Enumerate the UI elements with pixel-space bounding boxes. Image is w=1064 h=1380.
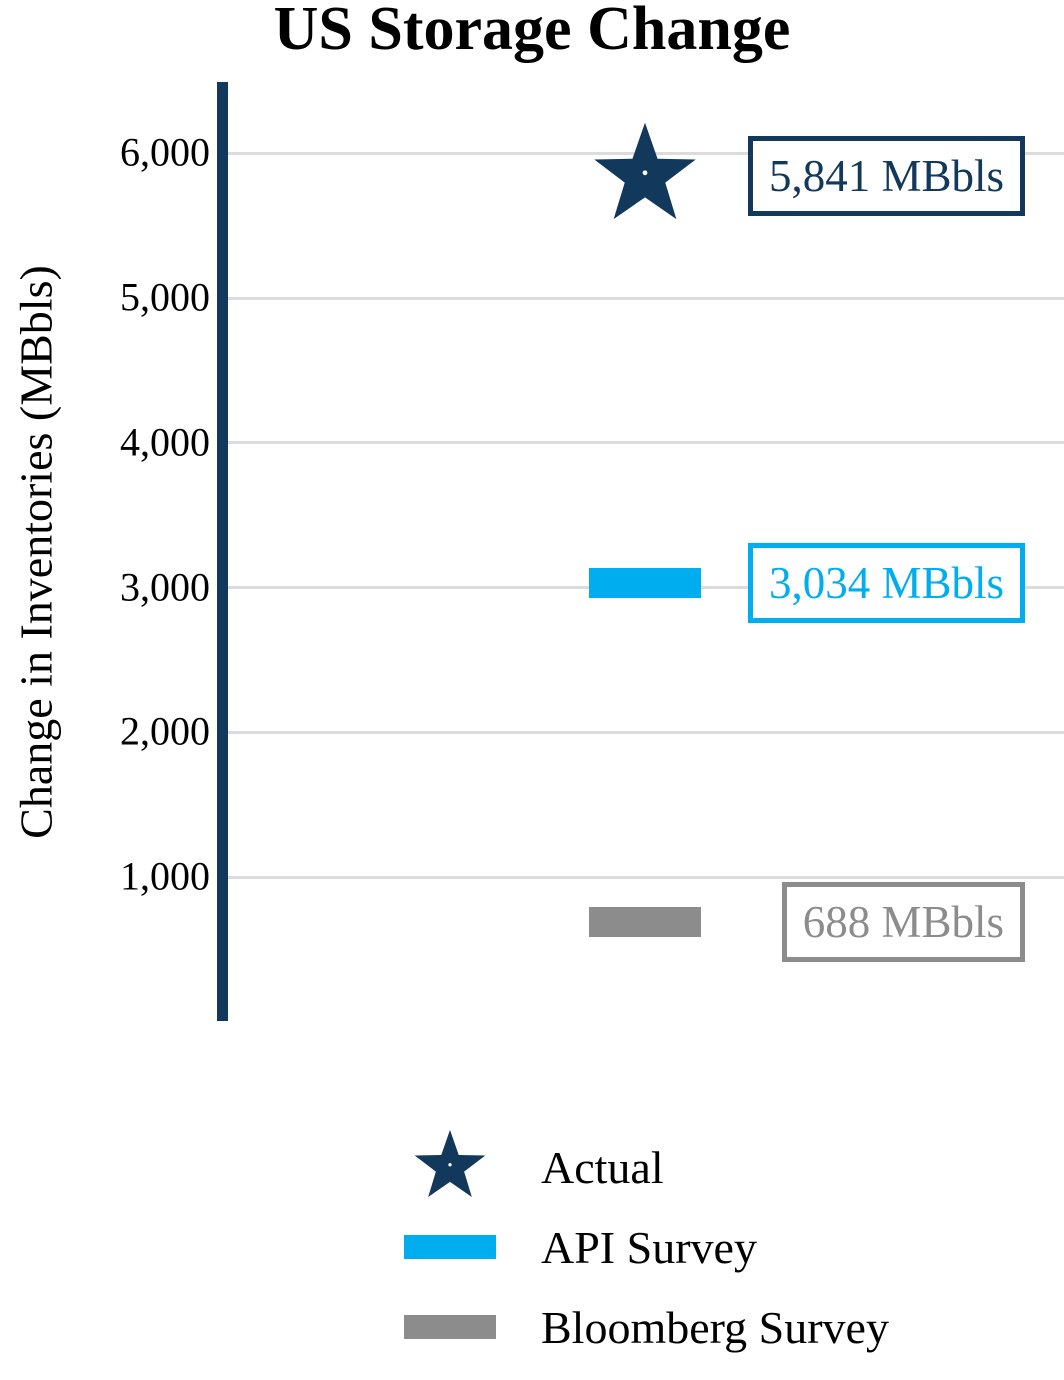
gridline-5000: [228, 296, 1064, 300]
legend-label-api-survey: API Survey: [541, 1221, 757, 1273]
y-tick-label-4000: 4,000: [120, 419, 210, 465]
chart-title: US Storage Change: [273, 0, 791, 63]
y-tick-label-1000: 1,000: [120, 853, 210, 899]
legend-bar-swatch: [404, 1235, 496, 1259]
legend-item-bloomberg-survey: Bloomberg Survey: [395, 1287, 889, 1367]
data-label-actual: 5,841 MBbls: [747, 136, 1025, 217]
legend: Actual API Survey Bloomberg Survey: [395, 1127, 889, 1367]
data-label-bloomberg-survey: 688 MBbls: [781, 882, 1025, 963]
legend-bar-swatch: [404, 1315, 496, 1339]
legend-label-bloomberg-survey: Bloomberg Survey: [541, 1301, 889, 1353]
marker-bloomberg-survey: [589, 907, 701, 938]
legend-item-actual: Actual: [395, 1127, 889, 1207]
y-tick-label-5000: 5,000: [120, 274, 210, 320]
legend-item-api-survey: API Survey: [395, 1207, 889, 1287]
star-icon: [414, 1129, 486, 1198]
marker-api-survey: [589, 567, 701, 598]
legend-bar-icon: [395, 1235, 505, 1259]
y-tick-label-3000: 3,000: [120, 564, 210, 610]
data-label-api-survey: 3,034 MBbls: [747, 542, 1025, 623]
legend-label-actual: Actual: [541, 1141, 664, 1193]
y-tick-label-6000: 6,000: [120, 129, 210, 175]
gridline-1000: [228, 875, 1064, 879]
gridline-4000: [228, 441, 1064, 445]
marker-actual: [589, 120, 701, 232]
legend-star-icon: [395, 1128, 505, 1206]
gridline-2000: [228, 730, 1064, 734]
legend-bar-icon: [395, 1315, 505, 1339]
y-axis-line: [217, 82, 228, 1021]
y-tick-label-2000: 2,000: [120, 708, 210, 754]
star-icon: [594, 122, 696, 220]
